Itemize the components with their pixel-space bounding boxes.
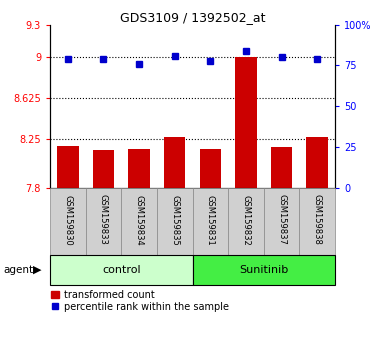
- Bar: [192, 188, 228, 255]
- Bar: [164, 137, 186, 188]
- Bar: [85, 188, 121, 255]
- Text: ▶: ▶: [33, 265, 41, 275]
- Bar: [235, 57, 257, 188]
- Bar: [128, 149, 150, 188]
- Text: agent: agent: [4, 265, 34, 275]
- Text: GSM159838: GSM159838: [313, 194, 321, 245]
- Bar: [157, 188, 192, 255]
- Text: GSM159835: GSM159835: [170, 195, 179, 245]
- Bar: [300, 188, 335, 255]
- Title: GDS3109 / 1392502_at: GDS3109 / 1392502_at: [120, 11, 265, 24]
- Bar: [50, 255, 192, 285]
- Bar: [264, 188, 300, 255]
- Bar: [306, 137, 328, 188]
- Bar: [50, 188, 85, 255]
- Text: GSM159833: GSM159833: [99, 194, 108, 245]
- Text: GSM159832: GSM159832: [241, 195, 250, 245]
- Text: control: control: [102, 265, 141, 275]
- Bar: [121, 188, 157, 255]
- Bar: [93, 150, 114, 188]
- Text: GSM159837: GSM159837: [277, 194, 286, 245]
- Legend: transformed count, percentile rank within the sample: transformed count, percentile rank withi…: [51, 290, 229, 312]
- Bar: [271, 148, 292, 188]
- Bar: [192, 255, 335, 285]
- Text: GSM159834: GSM159834: [135, 195, 144, 245]
- Text: GSM159830: GSM159830: [64, 195, 72, 245]
- Text: GSM159831: GSM159831: [206, 195, 215, 245]
- Bar: [199, 149, 221, 188]
- Bar: [228, 188, 264, 255]
- Text: Sunitinib: Sunitinib: [239, 265, 288, 275]
- Bar: [57, 146, 79, 188]
